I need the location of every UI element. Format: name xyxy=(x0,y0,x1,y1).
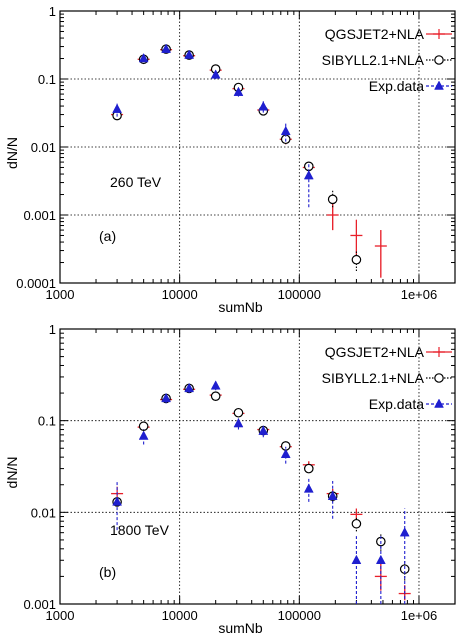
circle-marker xyxy=(233,407,244,418)
triangle-marker xyxy=(112,496,123,506)
series-sibyll2-1-nla xyxy=(112,383,410,581)
triangle-marker xyxy=(280,125,291,136)
triangle-marker xyxy=(351,554,362,565)
legend-sample xyxy=(426,80,452,90)
panel-a: 1000 10000 100000 1e+06 0.0001 0.001 0.01 0.1 1 s… xyxy=(4,4,456,315)
x-tick-label: 100000 xyxy=(278,287,321,302)
triangle-marker xyxy=(210,69,221,79)
x-axis-label: sumNb xyxy=(218,620,263,636)
x-axis-label: sumNb xyxy=(218,299,263,315)
triangle-marker xyxy=(138,52,149,63)
y-axis-label: dN/N xyxy=(4,137,20,169)
energy-annotation: 1800 TeV xyxy=(110,522,170,538)
triangle-marker xyxy=(375,554,386,565)
x-tick-label: 1000 xyxy=(46,287,75,302)
legend-sample xyxy=(426,55,452,65)
triangle-marker xyxy=(434,80,444,90)
triangle-marker xyxy=(161,392,171,403)
x-tick-label: 10000 xyxy=(162,608,198,623)
triangle-marker xyxy=(233,86,244,96)
x-tick-label: 100000 xyxy=(278,608,321,623)
y-tick-label: 1 xyxy=(49,4,56,19)
circle-marker xyxy=(434,373,444,383)
y-tick-label: 0.01 xyxy=(31,140,56,155)
panel-letter: (b) xyxy=(99,564,116,580)
panel-letter: (a) xyxy=(99,228,116,244)
legend-sample xyxy=(426,373,452,383)
y-tick-label: 0.001 xyxy=(23,208,56,223)
triangle-marker xyxy=(327,490,338,500)
legend-label: QGSJET2+NLA xyxy=(325,26,425,42)
y-axis-label: dN/N xyxy=(4,457,20,489)
triangle-marker xyxy=(258,101,269,111)
series-exp-data xyxy=(112,380,410,604)
y-tick-label: 0.0001 xyxy=(16,276,56,291)
triangle-marker xyxy=(258,425,269,435)
legend-sample xyxy=(426,347,452,357)
circle-marker xyxy=(434,55,444,65)
legend-label: Exp.data xyxy=(369,396,424,412)
circle-marker xyxy=(210,391,221,401)
plot-frame xyxy=(59,10,456,284)
legend-label: QGSJET2+NLA xyxy=(325,344,425,360)
plot-frame xyxy=(59,328,456,605)
triangle-marker xyxy=(303,170,314,180)
series-qgsjet2-nla xyxy=(111,387,411,601)
legend-label: SIBYLL2.1+NLA xyxy=(322,52,425,68)
series-qgsjet2-nla xyxy=(111,48,387,278)
triangle-marker xyxy=(184,382,195,393)
circle-marker xyxy=(303,463,314,474)
circle-marker xyxy=(351,254,362,265)
triangle-marker xyxy=(434,398,444,408)
x-tick-label: 10000 xyxy=(162,287,198,302)
legend-label: SIBYLL2.1+NLA xyxy=(322,370,425,386)
y-tick-label: 0.01 xyxy=(31,505,56,520)
energy-annotation: 260 TeV xyxy=(110,174,162,190)
legend-sample xyxy=(426,29,452,39)
triangle-marker xyxy=(184,49,195,59)
y-tick-label: 0.1 xyxy=(38,414,56,429)
x-tick-label: 1000 xyxy=(46,608,75,623)
triangle-marker xyxy=(210,380,221,390)
triangle-marker xyxy=(138,430,149,440)
y-tick-label: 0.1 xyxy=(38,72,56,87)
panel-b: 1000 10000 100000 1e+06 0.001 0.01 0.1 1 sumNb dN… xyxy=(4,322,456,636)
y-tick-label: 0.001 xyxy=(23,597,56,612)
x-tick-label: 1e+06 xyxy=(401,287,438,302)
triangle-marker xyxy=(233,418,244,428)
circle-marker xyxy=(351,518,362,529)
triangle-marker xyxy=(399,527,410,537)
y-tick-label: 1 xyxy=(49,322,56,337)
triangle-marker xyxy=(161,43,171,53)
legend-sample xyxy=(426,398,452,408)
circle-marker xyxy=(327,194,338,205)
circle-marker xyxy=(138,421,149,432)
triangle-marker xyxy=(303,483,314,493)
triangle-marker xyxy=(280,448,291,459)
triangle-marker xyxy=(112,103,123,113)
series-exp-data xyxy=(112,43,314,208)
x-tick-label: 1e+06 xyxy=(401,608,438,623)
legend-label: Exp.data xyxy=(369,78,424,94)
